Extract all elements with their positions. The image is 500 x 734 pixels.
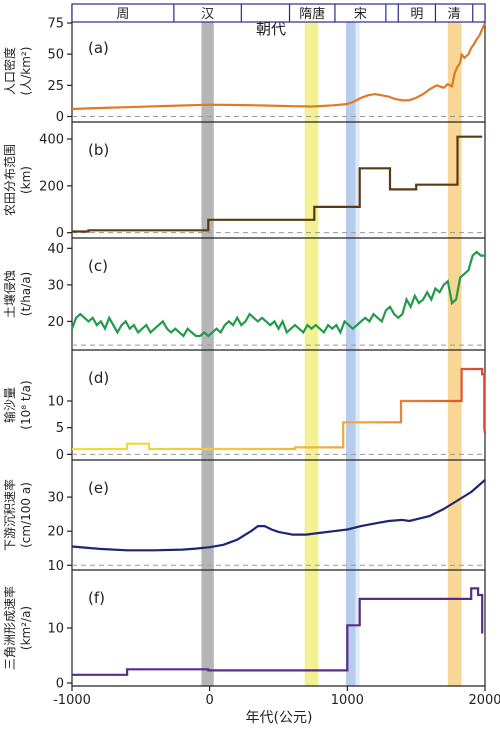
- y-tick-label-c-2: 40: [47, 242, 64, 257]
- y-tick-label-f-0: 0: [56, 677, 64, 692]
- panel-label-b: (b): [88, 141, 109, 159]
- x-tick-label-0: -1000: [53, 693, 91, 708]
- panel-b: 0 200 400 农田分布范围 (km) (b): [3, 121, 485, 241]
- highlight-band-0: [201, 22, 214, 686]
- y-label-e: 下游沉积速率: [2, 479, 17, 551]
- y-label-f: 三角洲形成速率: [2, 586, 17, 670]
- y-tick-label-d-2: 10: [47, 395, 64, 410]
- x-tick-label-1: 0: [206, 693, 214, 708]
- panel-f: 0 10 三角洲形成速率 (km²/a) (f): [2, 569, 485, 692]
- panel-label-a: (a): [88, 39, 109, 57]
- y-tick-label-b-2: 400: [39, 133, 64, 148]
- panel-d: 0 5 10 输沙量 (10⁸ t/a) (d): [2, 349, 487, 463]
- highlight-band-1: [304, 22, 319, 686]
- highlight-band-2: [345, 22, 356, 686]
- y-unit-a: (人/km²): [19, 47, 33, 96]
- y-label-a: 人口密度: [2, 47, 17, 95]
- highlight-band-4: [447, 22, 462, 686]
- highlight-band-3: [355, 22, 360, 686]
- y-unit-b: (km): [19, 166, 33, 194]
- panel-c: 20 30 40 土壤侵蚀 (t/ha/a) (c): [2, 237, 485, 346]
- y-tick-label-a-0: 0: [56, 110, 64, 125]
- y-tick-label-f-1: 10: [47, 622, 64, 637]
- figure-title: 朝代: [256, 20, 286, 38]
- y-tick-label-e-2: 30: [47, 491, 64, 506]
- dynasty-label-3: 隋唐: [299, 6, 325, 22]
- series-line-b: [72, 135, 483, 233]
- x-tick-label-3: 2000: [468, 693, 500, 708]
- panel-a: 0 25 50 75 人口密度 (人/km²) (a): [2, 17, 487, 125]
- panel-label-c: (c): [88, 257, 108, 275]
- series-line-a: [71, 22, 487, 111]
- dynasty-bar: 周 汉 隋唐 宋 明 清: [71, 3, 486, 23]
- y-tick-label-a-1: 25: [47, 79, 64, 94]
- y-tick-label-c-0: 20: [47, 315, 64, 330]
- axes: -1000 0 1000 2000: [53, 686, 500, 708]
- y-tick-label-e-1: 20: [47, 525, 64, 540]
- series-line-e: [71, 479, 486, 552]
- panel-e: 10 20 30 下游沉积速率 (cm/100 a) (e): [2, 459, 486, 574]
- x-tick-label-2: 1000: [331, 693, 364, 708]
- y-tick-label-b-1: 200: [39, 179, 64, 194]
- y-unit-e: (cm/100 a): [19, 482, 33, 548]
- dynasty-bar-frame: [71, 3, 486, 23]
- y-label-b: 农田分布范围: [3, 144, 17, 216]
- y-unit-d: (10⁸ t/a): [19, 380, 33, 429]
- y-unit-f: (km²/a): [19, 606, 33, 650]
- y-tick-label-e-0: 10: [47, 559, 64, 574]
- y-tick-label-d-0: 0: [56, 448, 64, 463]
- y-label-c: 土壤侵蚀: [2, 270, 17, 318]
- panel-label-e: (e): [88, 479, 109, 497]
- series-line-d: [72, 367, 487, 451]
- dynasty-label-1: 汉: [201, 7, 214, 22]
- dynasty-label-7: 清: [448, 7, 461, 22]
- y-tick-label-d-1: 5: [56, 421, 64, 436]
- y-tick-label-a-2: 50: [47, 48, 64, 63]
- panel-label-d: (d): [88, 369, 109, 387]
- series-line-c: [70, 250, 485, 338]
- panel-label-f: (f): [88, 589, 105, 607]
- y-label-d: 输沙量: [2, 387, 17, 423]
- dynasty-label-0: 周: [116, 7, 129, 22]
- y-tick-label-a-3: 75: [47, 17, 64, 32]
- series-line-f: [72, 587, 484, 676]
- y-unit-c: (t/ha/a): [19, 272, 33, 316]
- x-axis-label: 年代(公元): [246, 710, 313, 726]
- highlight-bands: [201, 22, 462, 686]
- y-tick-label-c-1: 30: [47, 278, 64, 293]
- y-tick-label-b-0: 0: [56, 226, 64, 241]
- dynasty-label-4: 宋: [354, 7, 367, 22]
- dynasty-label-6: 明: [410, 7, 423, 22]
